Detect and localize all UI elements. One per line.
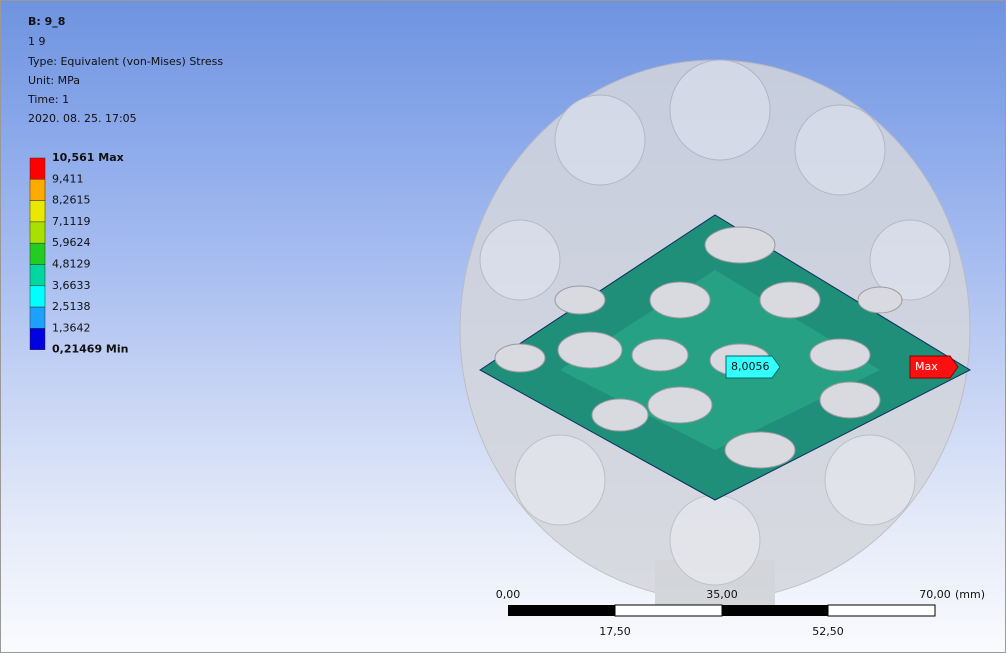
legend-swatch — [30, 307, 45, 328]
legend-swatch — [30, 201, 45, 222]
legend: 10,561 Max 9,411 8,2615 7,1119 5,9624 4,8129 3… — [30, 151, 128, 356]
result-time: Time: 1 — [27, 93, 69, 106]
scale-label: 0,00 — [496, 588, 521, 601]
legend-swatch — [30, 243, 45, 264]
legend-label: 3,6633 — [52, 279, 91, 292]
legend-label: 9,411 — [52, 172, 84, 185]
scale-label: 52,50 — [812, 625, 844, 638]
legend-label: 7,1119 — [52, 215, 91, 228]
legend-label: 2,5138 — [52, 300, 91, 313]
legend-label: 10,561 Max — [52, 151, 124, 164]
legend-label: 1,3642 — [52, 321, 91, 334]
scene: B: 9_8 1 9 Type: Equivalent (von-Mises) … — [0, 0, 1006, 653]
max-text: Max — [915, 360, 938, 373]
legend-label: 8,2615 — [52, 194, 91, 207]
legend-swatch — [30, 222, 45, 243]
legend-label: 5,9624 — [52, 236, 91, 249]
scale-bar — [508, 605, 935, 616]
result-unit: Unit: MPa — [28, 74, 80, 87]
scale-label: 17,50 — [599, 625, 631, 638]
result-date: 2020. 08. 25. 17:05 — [28, 112, 137, 125]
legend-swatch — [30, 158, 45, 179]
result-title: B: 9_8 — [28, 15, 65, 28]
scale-unit: (mm) — [955, 588, 985, 601]
viewport: B: 9_8 1 9 Type: Equivalent (von-Mises) … — [0, 0, 1006, 653]
legend-label: 0,21469 Min — [52, 343, 128, 356]
result-type: Type: Equivalent (von-Mises) Stress — [27, 55, 223, 68]
legend-label: 4,8129 — [52, 258, 91, 271]
probe-value: 8,0056 — [731, 360, 770, 373]
legend-swatch — [30, 265, 45, 286]
scale-label: 70,00 — [919, 588, 951, 601]
legend-swatch — [30, 286, 45, 307]
legend-swatch — [30, 328, 45, 349]
legend-swatch — [30, 179, 45, 200]
scale-label: 35,00 — [706, 588, 738, 601]
result-id: 1 9 — [28, 35, 46, 48]
